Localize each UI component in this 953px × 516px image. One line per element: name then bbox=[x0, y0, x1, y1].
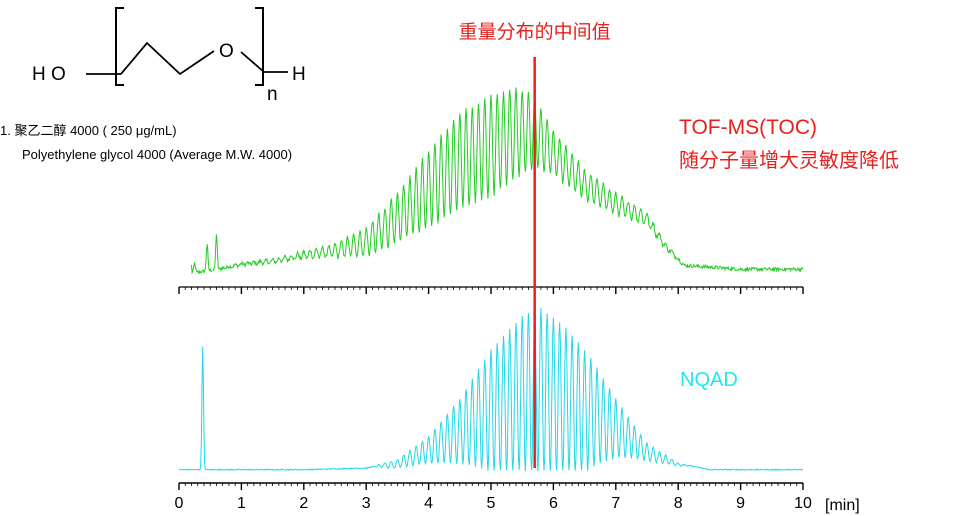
x-tick-label: 6 bbox=[549, 495, 558, 512]
x-tick-label: 1 bbox=[237, 495, 246, 512]
structure-ring-atom: O bbox=[219, 41, 234, 62]
structure-left-group: H O bbox=[32, 64, 66, 85]
x-tick-label: 3 bbox=[362, 495, 371, 512]
x-tick-label: 10 bbox=[794, 495, 812, 512]
x-tick-label: 8 bbox=[674, 495, 683, 512]
x-tick-label: 0 bbox=[175, 495, 184, 512]
structure-right-group: H bbox=[292, 64, 306, 85]
x-tick-label: 7 bbox=[611, 495, 620, 512]
series-label-nqad: NQAD bbox=[680, 369, 738, 391]
peg-structure-diagram: H O O n H bbox=[32, 7, 306, 105]
series-line-nqad bbox=[178, 308, 804, 472]
upper-separator-axis bbox=[178, 286, 804, 294]
median-annotation-label: 重量分布的中间值 bbox=[459, 21, 611, 43]
x-axis-label: [min] bbox=[825, 497, 860, 514]
series-line-tof bbox=[191, 87, 804, 275]
series-subtitle-tof: 随分子量增大灵敏度降低 bbox=[679, 149, 899, 172]
sample-label-en: Polyethylene glycol 4000 (Average M.W. 4… bbox=[22, 147, 292, 162]
x-tick-label: 4 bbox=[424, 495, 433, 512]
structure-subscript: n bbox=[267, 84, 278, 105]
series-label-tof: TOF-MS(TOC) bbox=[679, 116, 817, 139]
sample-label-cn: 1. 聚乙二醇 4000 ( 250 μg/mL) bbox=[0, 123, 177, 138]
ethylene-bonds bbox=[120, 41, 215, 76]
left-bracket bbox=[115, 7, 124, 86]
x-tick-label: 2 bbox=[299, 495, 308, 512]
bond-o-bracket bbox=[240, 51, 265, 73]
x-tick-label: 9 bbox=[736, 495, 745, 512]
x-tick-label: 5 bbox=[487, 495, 496, 512]
x-axis: 0 1 2 3 4 5 6 7 8 9 10 bbox=[175, 482, 812, 512]
right-bracket bbox=[255, 7, 264, 86]
